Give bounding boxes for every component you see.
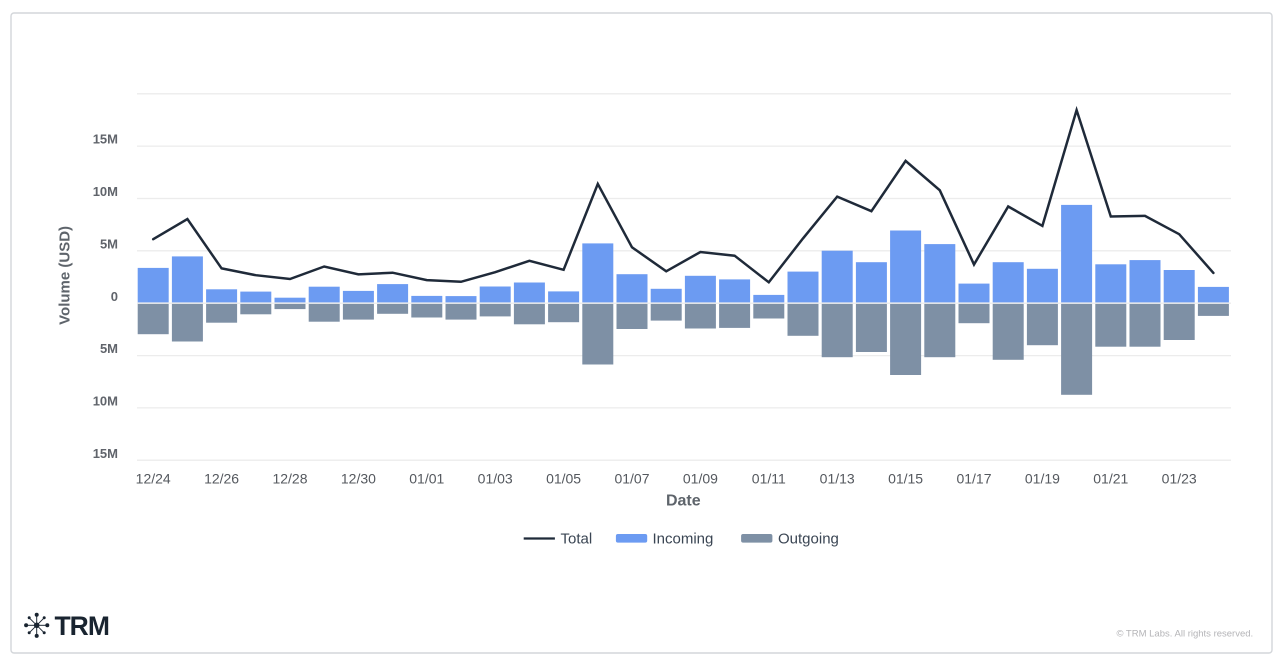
svg-text:15M: 15M bbox=[93, 132, 118, 147]
svg-text:01/01: 01/01 bbox=[409, 471, 444, 487]
svg-text:01/21: 01/21 bbox=[1093, 471, 1128, 487]
svg-text:15M: 15M bbox=[93, 446, 118, 461]
svg-text:01/09: 01/09 bbox=[683, 471, 718, 487]
svg-text:01/13: 01/13 bbox=[820, 471, 855, 487]
svg-text:01/05: 01/05 bbox=[546, 471, 581, 487]
svg-text:12/30: 12/30 bbox=[341, 471, 376, 487]
svg-text:5M: 5M bbox=[100, 341, 118, 356]
svg-text:10M: 10M bbox=[93, 184, 118, 199]
svg-text:01/15: 01/15 bbox=[888, 471, 923, 487]
svg-text:5M: 5M bbox=[100, 236, 118, 251]
svg-text:01/11: 01/11 bbox=[752, 471, 786, 487]
svg-text:12/26: 12/26 bbox=[204, 471, 239, 487]
svg-text:10M: 10M bbox=[93, 394, 118, 409]
svg-text:Volume (USD): Volume (USD) bbox=[56, 226, 73, 325]
svg-text:TRM: TRM bbox=[55, 611, 109, 641]
svg-text:Total: Total bbox=[561, 530, 593, 547]
svg-text:Date: Date bbox=[666, 493, 701, 510]
svg-text:01/23: 01/23 bbox=[1162, 471, 1197, 487]
svg-text:01/19: 01/19 bbox=[1025, 471, 1060, 487]
svg-text:© TRM Labs. All rights reserve: © TRM Labs. All rights reserved. bbox=[1116, 629, 1253, 640]
svg-text:Outgoing: Outgoing bbox=[778, 530, 839, 547]
svg-text:0: 0 bbox=[111, 289, 118, 304]
svg-text:01/07: 01/07 bbox=[614, 471, 649, 487]
svg-text:12/28: 12/28 bbox=[272, 471, 307, 487]
svg-text:01/17: 01/17 bbox=[956, 471, 991, 487]
svg-text:Incoming: Incoming bbox=[653, 530, 714, 547]
svg-text:12/24: 12/24 bbox=[136, 471, 171, 487]
svg-text:01/03: 01/03 bbox=[478, 471, 513, 487]
